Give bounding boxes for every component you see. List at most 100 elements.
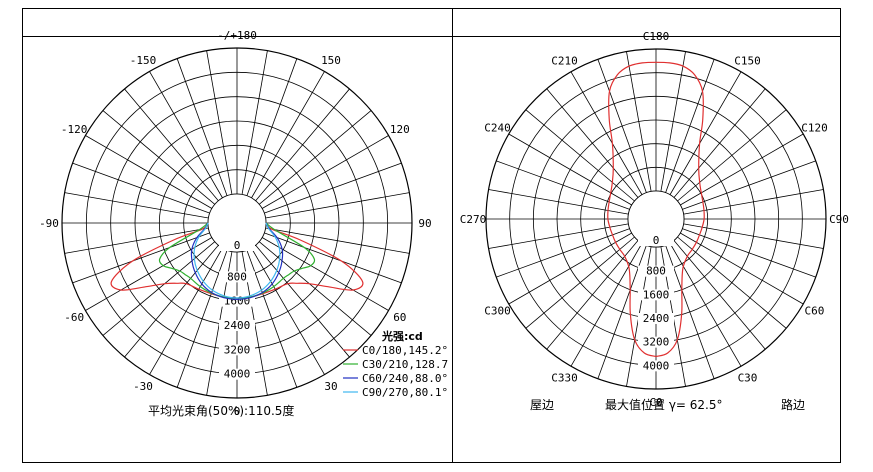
grid-spoke bbox=[525, 236, 635, 329]
grid-spoke bbox=[570, 71, 643, 195]
radial-label-bg bbox=[219, 368, 255, 380]
grid-spoke bbox=[488, 189, 629, 215]
grid-spoke bbox=[496, 228, 630, 278]
legend-entry: C60/240,88.0° bbox=[362, 372, 448, 385]
grid-spoke bbox=[251, 71, 325, 199]
grid-spoke bbox=[246, 250, 298, 388]
grid-spoke bbox=[665, 245, 715, 379]
radial-label-bg bbox=[638, 360, 674, 372]
radial-label: 2400 bbox=[643, 312, 670, 325]
angle-label: C180 bbox=[643, 30, 670, 43]
radial-label: 3200 bbox=[643, 336, 670, 349]
angle-label: C210 bbox=[551, 55, 578, 68]
angle-label: C120 bbox=[801, 122, 828, 135]
angle-label: C300 bbox=[484, 305, 511, 318]
left-caption: 平均光束角(50%):110.5度 bbox=[148, 403, 294, 418]
angle-label: C60 bbox=[805, 305, 825, 318]
grid-spoke bbox=[206, 50, 233, 195]
angle-label: -90 bbox=[39, 217, 59, 230]
grid-spoke bbox=[570, 243, 643, 367]
grid-spoke bbox=[677, 236, 787, 329]
center-hole bbox=[627, 190, 685, 248]
grid-spoke bbox=[251, 247, 325, 375]
right-radial-labels: 0 800 1600 2400 3200 4000 bbox=[638, 234, 674, 372]
grid-spoke bbox=[241, 50, 268, 195]
grid-spoke bbox=[673, 240, 766, 350]
angle-label: C150 bbox=[734, 55, 761, 68]
grid-spoke bbox=[64, 227, 209, 254]
right-series bbox=[607, 61, 705, 358]
grid-spoke bbox=[124, 88, 219, 202]
angle-label: C240 bbox=[484, 122, 511, 135]
grid-spoke bbox=[683, 223, 824, 249]
angle-label: 60 bbox=[393, 311, 406, 324]
angle-label: C330 bbox=[551, 371, 578, 384]
grid-spoke bbox=[265, 192, 410, 219]
legend-title: 光强:cd bbox=[381, 329, 423, 343]
angle-label: -60 bbox=[64, 311, 84, 324]
angle-label: 90 bbox=[418, 217, 431, 230]
grid-spoke bbox=[176, 250, 228, 388]
radial-label: 800 bbox=[646, 265, 666, 278]
right-polar-chart: C180 C150 C210 C120 C240 C90 C270 C60 C300 C30 C33… bbox=[460, 30, 849, 412]
grid-spoke bbox=[102, 110, 216, 205]
grid-spoke bbox=[85, 237, 213, 311]
angle-label: C30 bbox=[738, 371, 758, 384]
grid-spoke bbox=[264, 162, 402, 214]
series-line-0 bbox=[607, 61, 705, 358]
angle-label: C0 bbox=[649, 396, 662, 409]
left-series bbox=[110, 222, 364, 301]
grid-spoke bbox=[597, 245, 647, 379]
radial-label-bg bbox=[219, 320, 255, 331]
angle-label: 120 bbox=[390, 123, 410, 136]
grid-spoke bbox=[246, 58, 298, 196]
grid-spoke bbox=[682, 160, 816, 210]
grid-spoke bbox=[64, 192, 209, 219]
grid-spoke bbox=[546, 240, 639, 350]
radial-label-bg bbox=[219, 271, 255, 283]
radial-label: 0 bbox=[234, 239, 241, 252]
grid-spoke bbox=[255, 244, 350, 358]
radial-label-bg bbox=[219, 240, 255, 251]
grid-spoke bbox=[660, 51, 686, 192]
bottom-label-right: 路边 bbox=[781, 397, 805, 412]
grid-spoke bbox=[176, 58, 228, 196]
table-frame bbox=[22, 8, 841, 463]
column-divider bbox=[452, 9, 453, 462]
grid-spoke bbox=[258, 110, 372, 205]
grid-spoke bbox=[626, 51, 652, 192]
right-angle-labels: C180 C150 C210 C120 C240 C90 C270 C60 C300 C30 C33… bbox=[460, 30, 849, 409]
grid-spoke bbox=[669, 243, 742, 367]
grid-spoke bbox=[265, 227, 410, 254]
grid-spoke bbox=[683, 189, 824, 215]
grid-spoke bbox=[72, 162, 210, 214]
left-angle-labels: -/+180 150 -150 120 -120 90 -90 60 -60 30 -30 0 bbox=[39, 29, 432, 418]
radial-label-bg bbox=[219, 344, 255, 356]
grid-spoke bbox=[102, 241, 216, 336]
series-line-2 bbox=[190, 222, 284, 301]
grid-spoke bbox=[261, 237, 389, 311]
legend-entry: C90/270,80.1° bbox=[362, 386, 448, 399]
angle-label: -/+180 bbox=[217, 29, 257, 42]
radial-label: 800 bbox=[227, 270, 247, 283]
grid-spoke bbox=[680, 232, 804, 305]
grid-spoke bbox=[597, 59, 647, 193]
radial-label: 4000 bbox=[643, 359, 670, 372]
radial-label-bg bbox=[638, 265, 674, 277]
grid-spoke bbox=[546, 88, 639, 198]
grid-spoke bbox=[124, 244, 219, 358]
angle-label: -120 bbox=[61, 123, 88, 136]
radial-label-bg bbox=[638, 289, 674, 301]
grid-spoke bbox=[496, 160, 630, 210]
grid-spoke bbox=[508, 232, 632, 305]
angle-label: 150 bbox=[321, 54, 341, 67]
grid-spoke bbox=[488, 223, 629, 249]
grid-spoke bbox=[525, 109, 635, 202]
legend-entry: C30/210,128.7 bbox=[362, 358, 448, 371]
grid-spoke bbox=[149, 71, 223, 199]
series-line-3 bbox=[193, 222, 281, 299]
left-legend: 光强:cd C0/180,145.2°C30/210,128.7C60/240,… bbox=[343, 329, 448, 399]
bottom-label-middle: 最大值位置 γ= 62.5° bbox=[605, 397, 723, 412]
radial-label: 0 bbox=[653, 234, 660, 247]
